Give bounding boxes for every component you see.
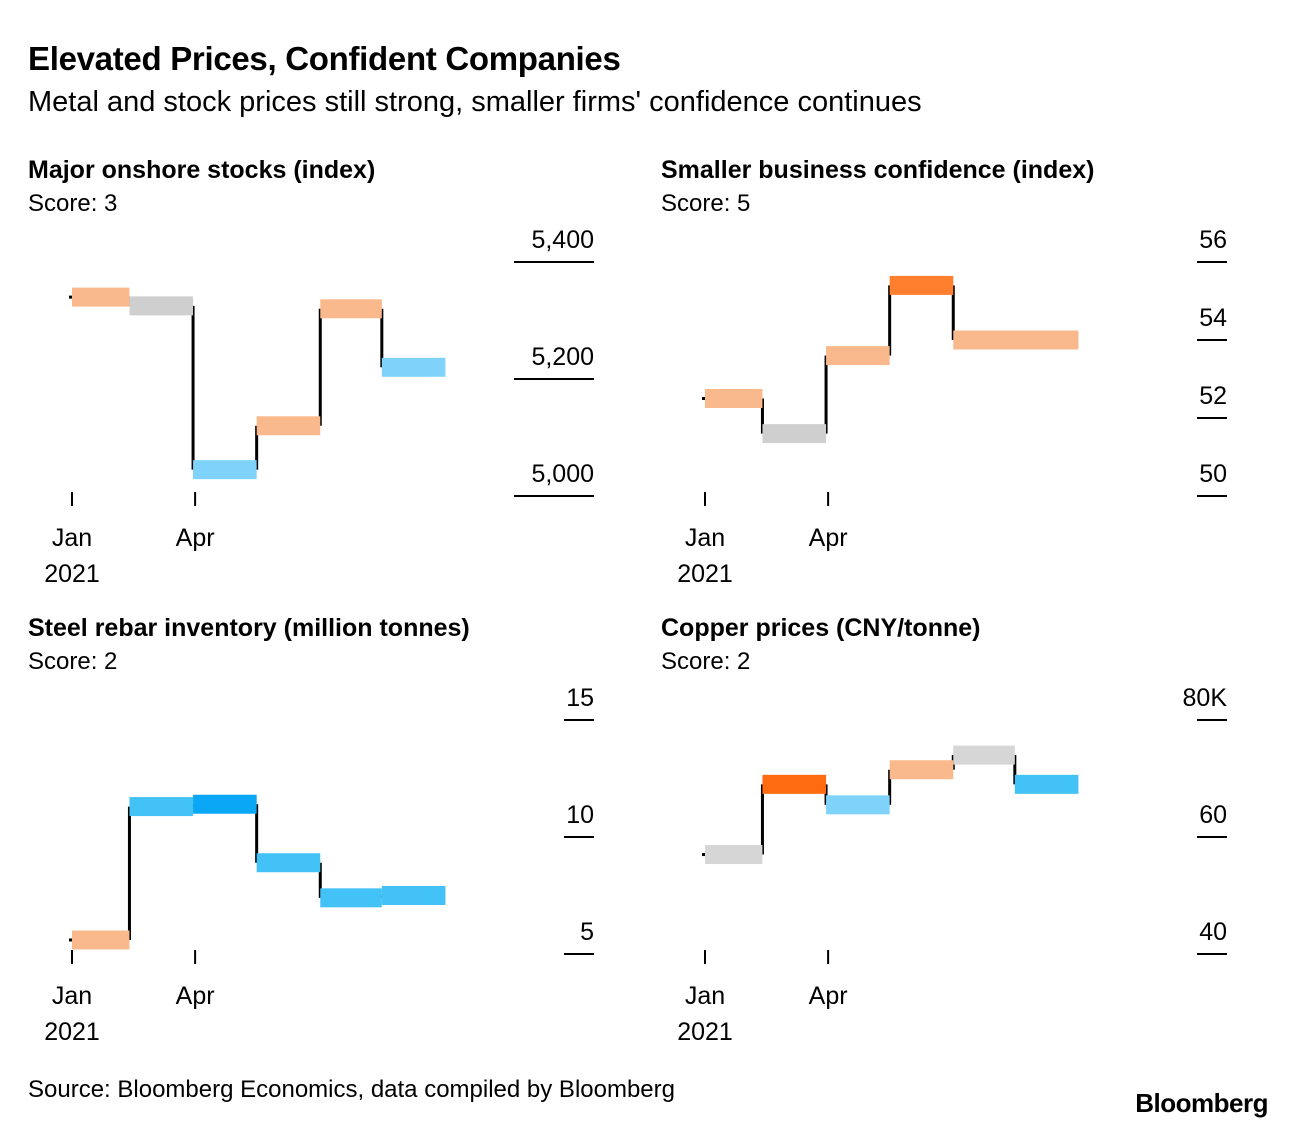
chart-score: Score: 2 [661, 648, 750, 676]
score-label: Score: [661, 648, 731, 675]
step-bar [889, 760, 954, 780]
y-tick-label: 40 [1199, 918, 1227, 946]
chart-svg: 50 52 54 56 Jan Apr 2021 [677, 226, 1227, 588]
x-tick-label: Apr [176, 982, 215, 1010]
x-tick-label: Jan [52, 982, 92, 1010]
chart-panel-copper: Copper prices (CNY/tonne) Score: 2 40 60 8… [661, 614, 1281, 1064]
step-bar [381, 886, 446, 905]
step-bar [381, 357, 446, 377]
source-note: Source: Bloomberg Economics, data compil… [28, 1076, 675, 1103]
chart-panel-stocks: Major onshore stocks (index) Score: 3 5,… [28, 156, 648, 606]
step-bar [320, 299, 382, 319]
y-tick-label: 5 [580, 918, 594, 946]
x-tick-label: Apr [809, 524, 848, 552]
y-tick-label: 80K [1183, 684, 1228, 712]
y-tick-label: 10 [566, 801, 594, 829]
step-bar [762, 424, 827, 444]
step-bar [256, 416, 321, 436]
step-bar [826, 346, 890, 366]
y-tick-label: 5,200 [531, 343, 594, 371]
score-value: 2 [104, 648, 118, 675]
chart-score: Score: 2 [28, 648, 117, 676]
x-tick-label: Jan [685, 524, 725, 552]
chart-title: Copper prices (CNY/tonne) [661, 614, 981, 642]
bloomberg-logo: Bloomberg [1135, 1088, 1268, 1118]
step-bar [256, 853, 321, 873]
y-tick-label: 5,000 [531, 460, 594, 488]
chart-title: Major onshore stocks (index) [28, 156, 376, 184]
score-value: 5 [737, 190, 751, 217]
chart-panel-rebar: Steel rebar inventory (million tonnes) S… [28, 614, 648, 1064]
step-bar [826, 795, 890, 815]
step-bar [193, 460, 257, 480]
step-bar [705, 845, 763, 865]
x-tick-label: Jan [685, 982, 725, 1010]
step-bar [129, 797, 194, 817]
y-tick-label: 5,400 [531, 226, 594, 254]
x-tick-label: Jan [52, 524, 92, 552]
y-tick-label: 15 [566, 684, 594, 712]
chart-svg: 5 10 15 Jan Apr 2021 [44, 684, 594, 1046]
chart-panel-confidence: Smaller business confidence (index) Scor… [661, 156, 1281, 606]
y-tick-label: 52 [1199, 382, 1227, 410]
step-bar [762, 774, 827, 794]
chart-title: Steel rebar inventory (million tonnes) [28, 614, 470, 642]
score-label: Score: [661, 190, 731, 217]
score-value: 3 [104, 190, 118, 217]
score-value: 2 [737, 648, 751, 675]
step-bar [953, 745, 1015, 765]
chart-svg: 40 60 80K Jan Apr 2021 [677, 684, 1228, 1046]
y-tick-label: 56 [1199, 226, 1227, 254]
chart-svg: 5,000 5,200 5,400 Jan Apr 2021 [44, 226, 594, 588]
score-label: Score: [28, 190, 98, 217]
chart-score: Score: 5 [661, 190, 750, 218]
y-tick-label: 50 [1199, 460, 1227, 488]
chart-score: Score: 3 [28, 190, 117, 218]
x-tick-label: Apr [176, 524, 215, 552]
y-tick-label: 54 [1199, 304, 1227, 332]
x-year-label: 2021 [44, 560, 100, 588]
step-bar [1014, 774, 1079, 794]
step-bar [129, 296, 194, 316]
page-subtitle: Metal and stock prices still strong, sma… [28, 86, 922, 118]
step-bar [705, 389, 763, 408]
step-bar [953, 330, 1079, 350]
x-year-label: 2021 [44, 1018, 100, 1046]
step-bar [889, 275, 954, 295]
step-bar [320, 888, 382, 908]
x-year-label: 2021 [677, 560, 733, 588]
y-tick-label: 60 [1199, 801, 1227, 829]
score-label: Score: [28, 648, 98, 675]
page-title: Elevated Prices, Confident Companies [28, 40, 621, 77]
chart-title: Smaller business confidence (index) [661, 156, 1095, 184]
step-bar [72, 287, 130, 307]
x-tick-label: Apr [809, 982, 848, 1010]
step-bar [72, 930, 130, 950]
x-year-label: 2021 [677, 1018, 733, 1046]
step-bar [193, 794, 257, 814]
